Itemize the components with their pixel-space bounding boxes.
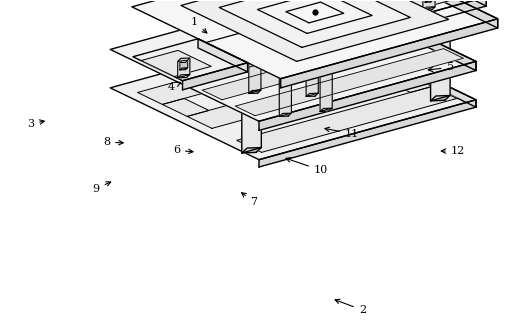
Polygon shape [425,0,433,2]
Polygon shape [306,55,318,58]
Text: 7: 7 [241,193,257,207]
Polygon shape [314,22,327,26]
Polygon shape [219,0,410,47]
Polygon shape [320,70,332,73]
Polygon shape [132,0,498,79]
Text: 10: 10 [286,158,328,175]
Polygon shape [279,113,292,117]
Polygon shape [133,39,248,81]
Polygon shape [281,6,294,10]
Polygon shape [110,28,476,160]
Polygon shape [237,87,457,152]
Polygon shape [180,60,188,70]
Polygon shape [180,68,188,70]
Polygon shape [425,0,433,2]
Polygon shape [182,63,248,90]
Polygon shape [385,74,432,93]
Polygon shape [180,60,188,62]
Text: 12: 12 [441,146,465,156]
Polygon shape [327,0,476,70]
Polygon shape [136,1,364,68]
Polygon shape [281,6,294,46]
Polygon shape [319,8,332,12]
Text: 4: 4 [168,82,181,92]
Text: 8: 8 [103,137,123,147]
Polygon shape [286,2,344,23]
Polygon shape [242,74,261,80]
Polygon shape [320,70,332,112]
Text: 9: 9 [93,182,111,194]
Polygon shape [202,33,430,100]
Polygon shape [276,56,289,60]
Polygon shape [327,28,476,107]
Polygon shape [178,74,190,78]
Polygon shape [141,50,211,76]
Polygon shape [279,75,292,117]
Text: 11: 11 [325,127,359,139]
Polygon shape [163,99,209,117]
Polygon shape [276,20,289,24]
Polygon shape [306,55,318,97]
Polygon shape [259,100,476,167]
Polygon shape [279,75,292,78]
Polygon shape [423,7,435,10]
Polygon shape [249,90,261,94]
Polygon shape [349,0,498,28]
Polygon shape [187,62,407,128]
Polygon shape [276,20,289,60]
Polygon shape [257,0,372,33]
Polygon shape [423,0,435,10]
Text: 1: 1 [191,17,207,33]
Polygon shape [249,52,261,94]
Polygon shape [430,22,450,101]
Polygon shape [437,0,486,6]
Polygon shape [320,108,332,112]
Polygon shape [281,19,498,88]
Polygon shape [421,0,486,24]
Text: 3: 3 [27,119,44,129]
Text: 5: 5 [428,62,454,72]
Polygon shape [332,47,351,53]
Polygon shape [259,61,476,130]
Polygon shape [198,39,248,72]
Polygon shape [235,49,464,116]
Polygon shape [181,0,449,61]
Polygon shape [110,0,476,121]
Polygon shape [169,17,397,84]
Polygon shape [242,148,261,153]
Polygon shape [319,8,332,48]
Polygon shape [314,22,327,62]
Polygon shape [386,0,478,9]
Text: 2: 2 [335,299,366,315]
Polygon shape [430,22,450,28]
Polygon shape [314,58,327,62]
Polygon shape [332,0,351,53]
Polygon shape [178,58,190,61]
Polygon shape [178,58,190,78]
Polygon shape [242,74,261,153]
Polygon shape [319,45,332,48]
Polygon shape [281,43,294,46]
Polygon shape [430,96,450,101]
Text: 6: 6 [173,145,193,155]
Polygon shape [138,39,357,105]
Polygon shape [249,52,261,55]
Polygon shape [371,0,486,15]
Polygon shape [306,93,318,97]
